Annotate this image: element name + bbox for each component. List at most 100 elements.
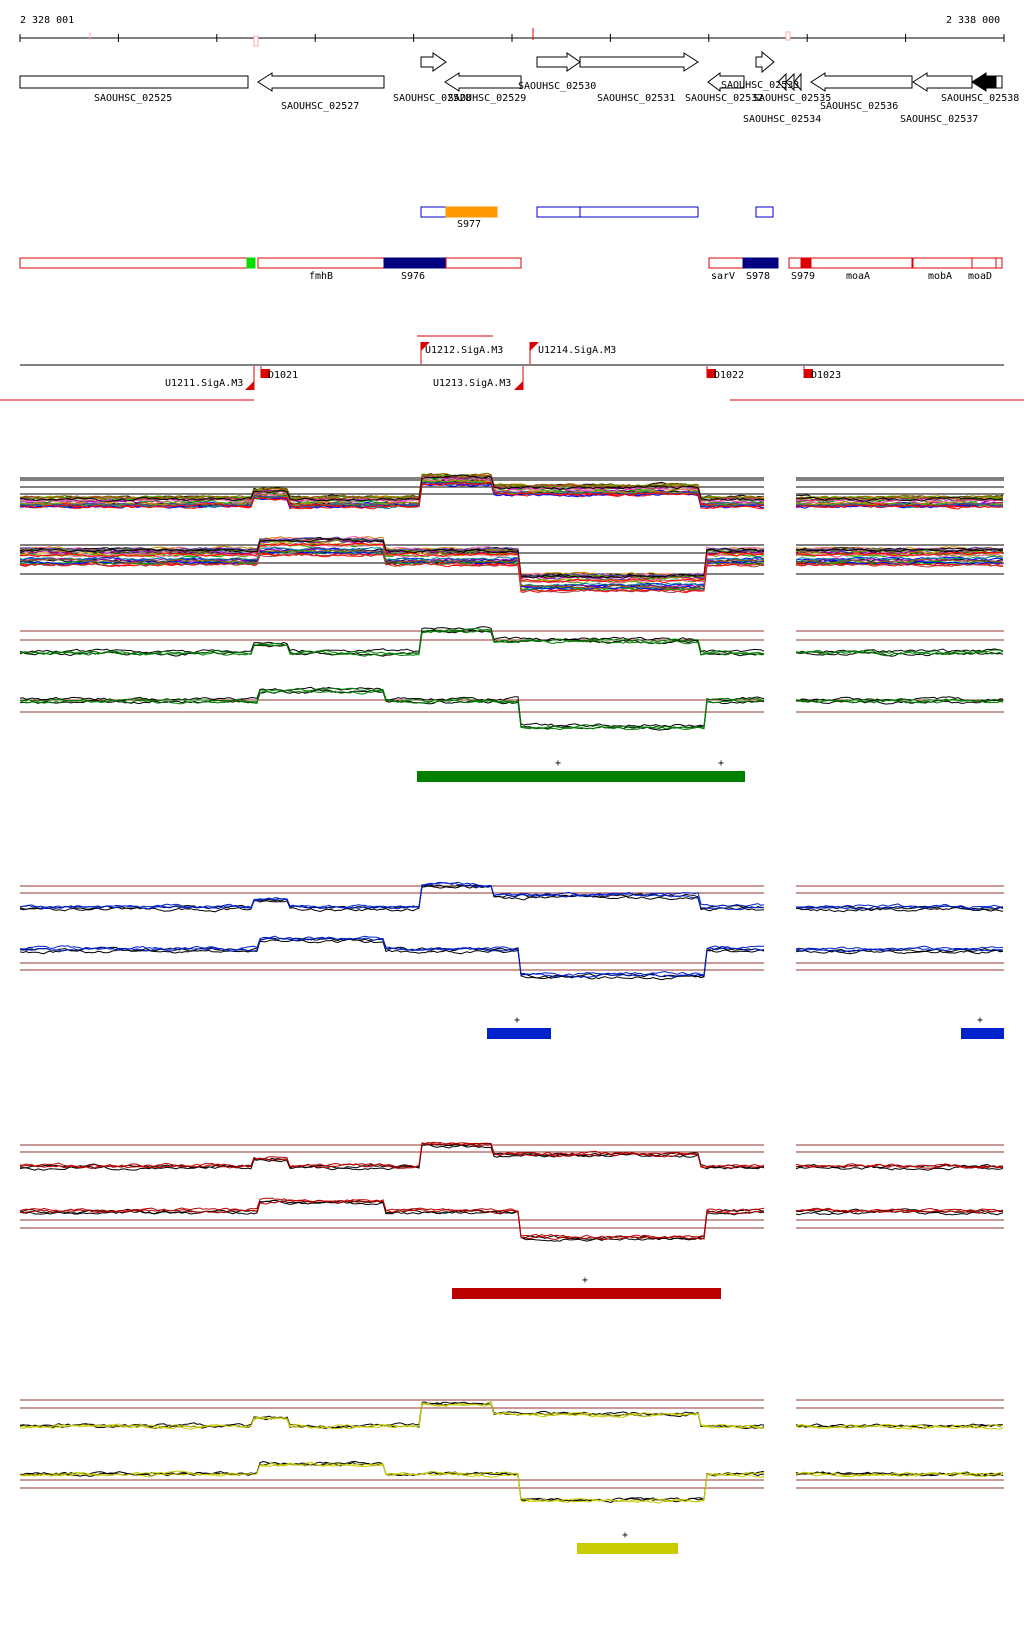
expression-profile (19, 481, 765, 508)
transcript-label: S978 (746, 271, 770, 282)
segment-box[interactable] (536, 206, 581, 218)
segment-box[interactable] (755, 206, 774, 218)
promoter-flag-U1213[interactable] (514, 381, 523, 390)
expression-profile (19, 474, 765, 502)
expression-profile (795, 905, 1004, 911)
transcript-sarV[interactable] (708, 257, 744, 269)
promoter-box-D1023[interactable] (804, 369, 813, 378)
promoter-track (0, 335, 1024, 401)
transcript-label: sarV (711, 271, 735, 282)
transcript-box[interactable] (445, 257, 522, 269)
expression-profile (795, 945, 1004, 951)
promoter-label: U1211.SigA.M3 (165, 378, 243, 389)
expression-profile (795, 648, 1004, 654)
condition-panel-3: + (19, 1141, 1004, 1299)
segment-box[interactable] (579, 206, 699, 218)
significant-region-bar[interactable] (961, 1028, 1004, 1039)
promoter-flag-U1212[interactable] (421, 342, 430, 351)
expression-profile (795, 496, 1004, 502)
significance-plus: + (622, 1530, 628, 1541)
gene-SAOUHSC_02536[interactable] (810, 72, 913, 92)
expression-profile (19, 1199, 765, 1241)
expression-profile (19, 538, 765, 580)
transcript-label: mobA (928, 271, 952, 282)
expression-profile (795, 1424, 1004, 1430)
expression-profile (19, 935, 765, 977)
significance-plus: + (514, 1015, 520, 1026)
transcript-S978[interactable] (742, 257, 779, 269)
promoter-box-D1021[interactable] (261, 369, 270, 378)
transcript-moaD[interactable] (971, 257, 997, 269)
expression-profile (19, 536, 765, 578)
significant-region-bar[interactable] (577, 1543, 678, 1554)
expression-profile (795, 501, 1004, 507)
expression-profile (19, 627, 765, 656)
gene-SAOUHSC_02538[interactable] (971, 72, 997, 92)
expression-profile (19, 536, 765, 578)
expression-profile (19, 537, 765, 579)
transcript-marker[interactable] (246, 257, 256, 269)
expression-profile (795, 558, 1004, 564)
expression-profile (795, 494, 1004, 500)
gene-SAOUHSC_02533[interactable] (755, 50, 775, 74)
expression-profile (795, 649, 1004, 655)
expression-profile (19, 1142, 765, 1170)
gene-label: SAOUHSC_02527 (281, 101, 359, 112)
gene-SAOUHSC_02529[interactable] (444, 72, 522, 92)
transcript-S976[interactable] (383, 257, 447, 269)
significance-plus: + (977, 1015, 983, 1026)
segment-S977[interactable] (445, 206, 498, 218)
transcript-track (19, 257, 1003, 269)
promoter-box-D1022[interactable] (707, 369, 716, 378)
gene-label: SAOUHSC_02529 (448, 93, 526, 104)
transcript-fmhB[interactable] (257, 257, 385, 269)
promoter-flag-U1214[interactable] (530, 342, 539, 351)
transcript-S979[interactable] (800, 257, 812, 269)
significant-region-bar[interactable] (452, 1288, 721, 1299)
condition-panel-2: + + (19, 881, 1004, 1039)
gene-label: SAOUHSC_02530 (518, 81, 596, 92)
transcript-label: S979 (791, 271, 815, 282)
expression-profile (19, 473, 765, 500)
condition-panel-1: + + (19, 626, 1004, 782)
promoter-label: D1023 (811, 370, 841, 381)
significant-region-bar[interactable] (417, 771, 745, 782)
promoter-label: U1213.SigA.M3 (433, 378, 511, 389)
transcript-mobA[interactable] (912, 257, 973, 269)
expression-profile (19, 937, 765, 979)
transcript-box[interactable] (788, 257, 802, 269)
gene-label: SAOUHSC_02528 (393, 93, 471, 104)
promoter-label: D1021 (268, 370, 298, 381)
transcript-moaA[interactable] (810, 257, 913, 269)
expression-profile (795, 559, 1004, 565)
transcript-label: S976 (401, 271, 425, 282)
promoter-labels: U1211.SigA.M3 D1021 U1212.SigA.M3 U1213.… (165, 345, 841, 389)
gene-label: SAOUHSC_02537 (900, 114, 978, 125)
gene-SAOUHSC_02528[interactable] (420, 52, 447, 72)
ruler-end-label: 2 338 000 (946, 15, 1000, 26)
promoter-label: U1212.SigA.M3 (425, 345, 503, 356)
expression-profile (795, 1471, 1004, 1477)
gene-SAOUHSC_02525[interactable] (19, 75, 249, 89)
gene-SAOUHSC_02530[interactable] (536, 52, 581, 72)
promoter-flag-U1211[interactable] (245, 381, 254, 390)
gene-track (19, 50, 1003, 92)
transcript-label: moaA (846, 271, 870, 282)
gene-SAOUHSC_02531[interactable] (579, 52, 699, 72)
expression-profile (19, 1461, 765, 1504)
gene-SAOUHSC_02537[interactable] (912, 72, 973, 92)
transcript-box[interactable] (19, 257, 249, 269)
transcript-box[interactable] (995, 257, 1003, 269)
expression-profile (795, 555, 1004, 562)
gene-SAOUHSC_02527[interactable] (257, 72, 385, 92)
expression-profile (19, 1460, 765, 1503)
gene-label: SAOUHSC_02531 (597, 93, 675, 104)
expression-profile (795, 496, 1004, 502)
gene-labels: SAOUHSC_02525 SAOUHSC_02527 SAOUHSC_0252… (94, 80, 1019, 125)
segment-box[interactable] (420, 206, 447, 218)
transcript-label: moaD (968, 271, 992, 282)
gene-SAOUHSC_02532[interactable] (707, 72, 745, 92)
expression-profile (19, 881, 765, 910)
gene-label: SAOUHSC_02532 (685, 93, 763, 104)
significant-region-bar[interactable] (487, 1028, 551, 1039)
